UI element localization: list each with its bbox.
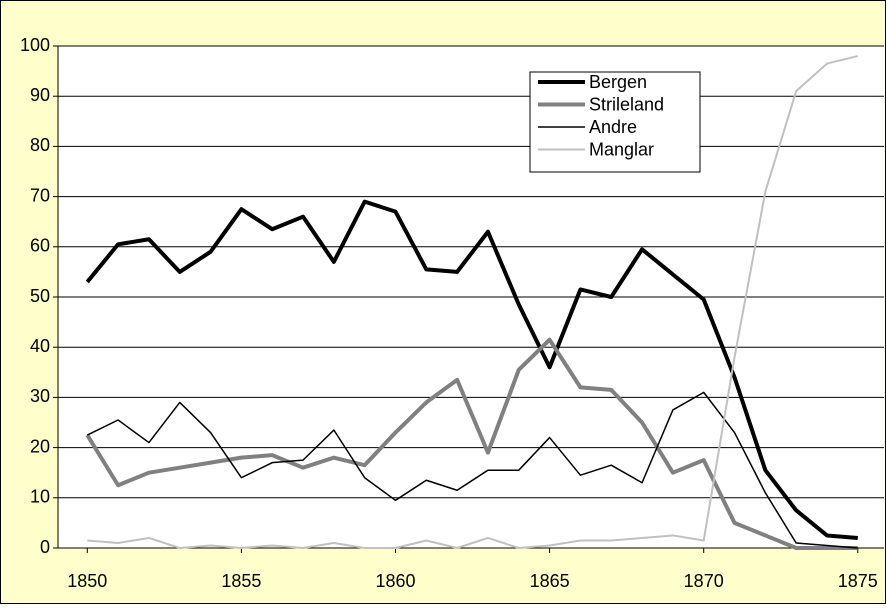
- legend-box: [529, 71, 701, 173]
- x-tick-label: 1850: [67, 571, 107, 591]
- series-line: [85, 337, 858, 550]
- series-line: [87, 55, 859, 549]
- y-tick-label: 10: [30, 487, 50, 507]
- x-tick-label: 1865: [530, 571, 570, 591]
- y-tick-label: 100: [20, 35, 50, 55]
- y-tick-label: 20: [30, 436, 50, 456]
- legend-label: Bergen: [589, 72, 647, 92]
- x-tick-label: 1855: [221, 571, 261, 591]
- legend-label: Manglar: [589, 139, 654, 159]
- y-tick-label: 50: [30, 286, 50, 306]
- x-tick-label: 1870: [684, 571, 724, 591]
- legend-label: Andre: [589, 117, 637, 137]
- x-tick-label: 1860: [375, 571, 415, 591]
- series-line: [85, 199, 858, 540]
- y-tick-label: 90: [30, 85, 50, 105]
- y-tick-label: 0: [40, 537, 50, 557]
- y-tick-label: 80: [30, 135, 50, 155]
- x-tick-label: 1875: [838, 571, 878, 591]
- y-tick-label: 70: [30, 185, 50, 205]
- y-tick-label: 40: [30, 336, 50, 356]
- series-line: [86, 391, 858, 549]
- legend-label: Strileland: [589, 94, 664, 114]
- y-tick-label: 30: [30, 386, 50, 406]
- y-tick-label: 60: [30, 236, 50, 256]
